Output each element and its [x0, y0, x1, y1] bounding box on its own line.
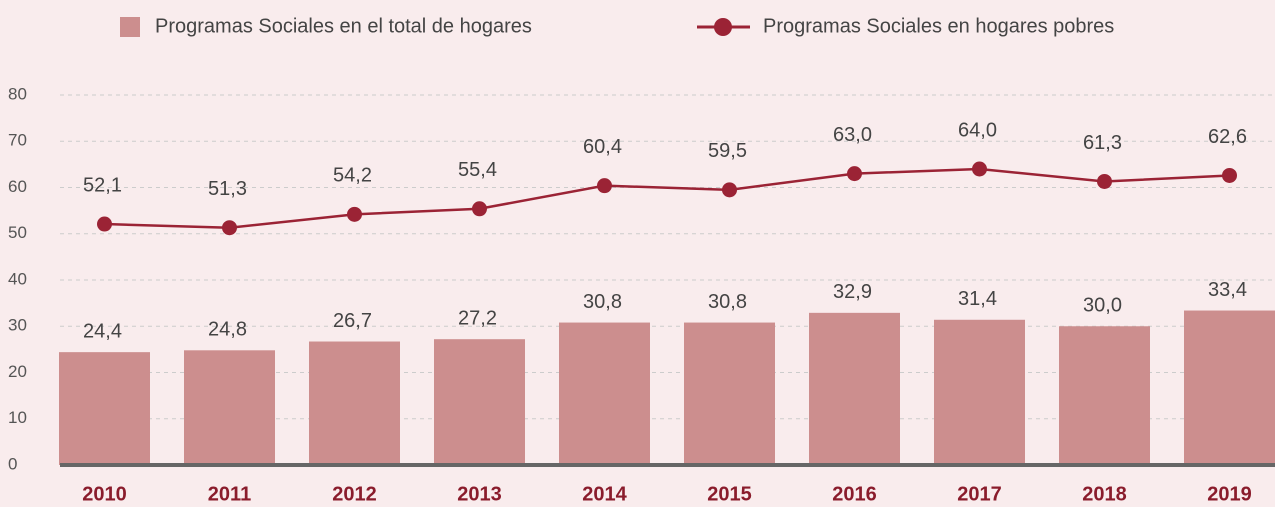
value-label: 55,4: [458, 159, 497, 181]
x-tick-label: 2016: [832, 483, 877, 505]
x-tick-label: 2019: [1207, 483, 1252, 505]
bar: [434, 339, 525, 465]
bar: [1059, 326, 1150, 465]
line-marker: [347, 206, 362, 222]
x-tick-label: 2017: [957, 483, 1002, 505]
line-marker: [1097, 173, 1112, 189]
value-label: 59,5: [708, 140, 747, 162]
value-label: 64,0: [958, 119, 997, 141]
x-tick-label: 2018: [1082, 483, 1127, 505]
line-marker: [722, 182, 737, 198]
value-label: 51,3: [208, 178, 247, 200]
line-marker: [597, 178, 612, 194]
value-label: 52,1: [83, 174, 122, 196]
bar: [184, 350, 275, 465]
y-tick-label: 10: [8, 408, 27, 427]
y-tick-label: 70: [8, 131, 27, 150]
line-marker: [222, 220, 237, 236]
bar: [559, 322, 650, 465]
line-marker: [972, 161, 987, 177]
value-label: 30,8: [583, 291, 622, 313]
legend-marker: [714, 18, 732, 36]
legend-label: Programas Sociales en hogares pobres: [763, 15, 1114, 37]
value-label: 61,3: [1083, 132, 1122, 154]
value-label: 60,4: [583, 136, 622, 158]
x-tick-label: 2012: [332, 483, 377, 505]
x-tick-label: 2015: [707, 483, 752, 505]
line-marker: [97, 216, 112, 232]
bar: [59, 352, 150, 465]
bar: [934, 319, 1025, 465]
bar: [309, 341, 400, 465]
x-tick-label: 2013: [457, 483, 502, 505]
line-marker: [1222, 167, 1237, 183]
legend-swatch: [120, 17, 140, 37]
bar: [809, 312, 900, 465]
value-label: 63,0: [833, 124, 872, 146]
value-label: 62,6: [1208, 126, 1247, 148]
line-marker: [472, 201, 487, 217]
value-label: 30,0: [1083, 295, 1122, 317]
y-tick-label: 50: [8, 223, 27, 242]
y-tick-label: 60: [8, 177, 27, 196]
value-label: 54,2: [333, 165, 372, 187]
legend-label: Programas Sociales en el total de hogare…: [155, 15, 532, 37]
value-label: 24,8: [208, 319, 247, 341]
x-tick-label: 2014: [582, 483, 627, 505]
value-label: 32,9: [833, 281, 872, 303]
y-tick-label: 30: [8, 316, 27, 335]
value-label: 27,2: [458, 307, 497, 329]
line: [104, 167, 1230, 229]
value-label: 33,4: [1208, 279, 1247, 301]
value-label: 30,8: [708, 291, 747, 313]
bar: [1184, 310, 1275, 465]
value-label: 24,4: [83, 320, 122, 342]
y-tick-label: 40: [8, 269, 27, 288]
x-tick-label: 2010: [82, 483, 127, 505]
bar: [684, 322, 775, 465]
value-label: 31,4: [958, 288, 997, 310]
x-tick-label: 2011: [208, 483, 251, 505]
line-marker: [847, 166, 862, 182]
y-tick-label: 80: [8, 84, 27, 103]
value-label: 26,7: [333, 310, 372, 332]
y-tick-label: 20: [8, 362, 27, 381]
y-tick-label: 0: [8, 454, 17, 473]
